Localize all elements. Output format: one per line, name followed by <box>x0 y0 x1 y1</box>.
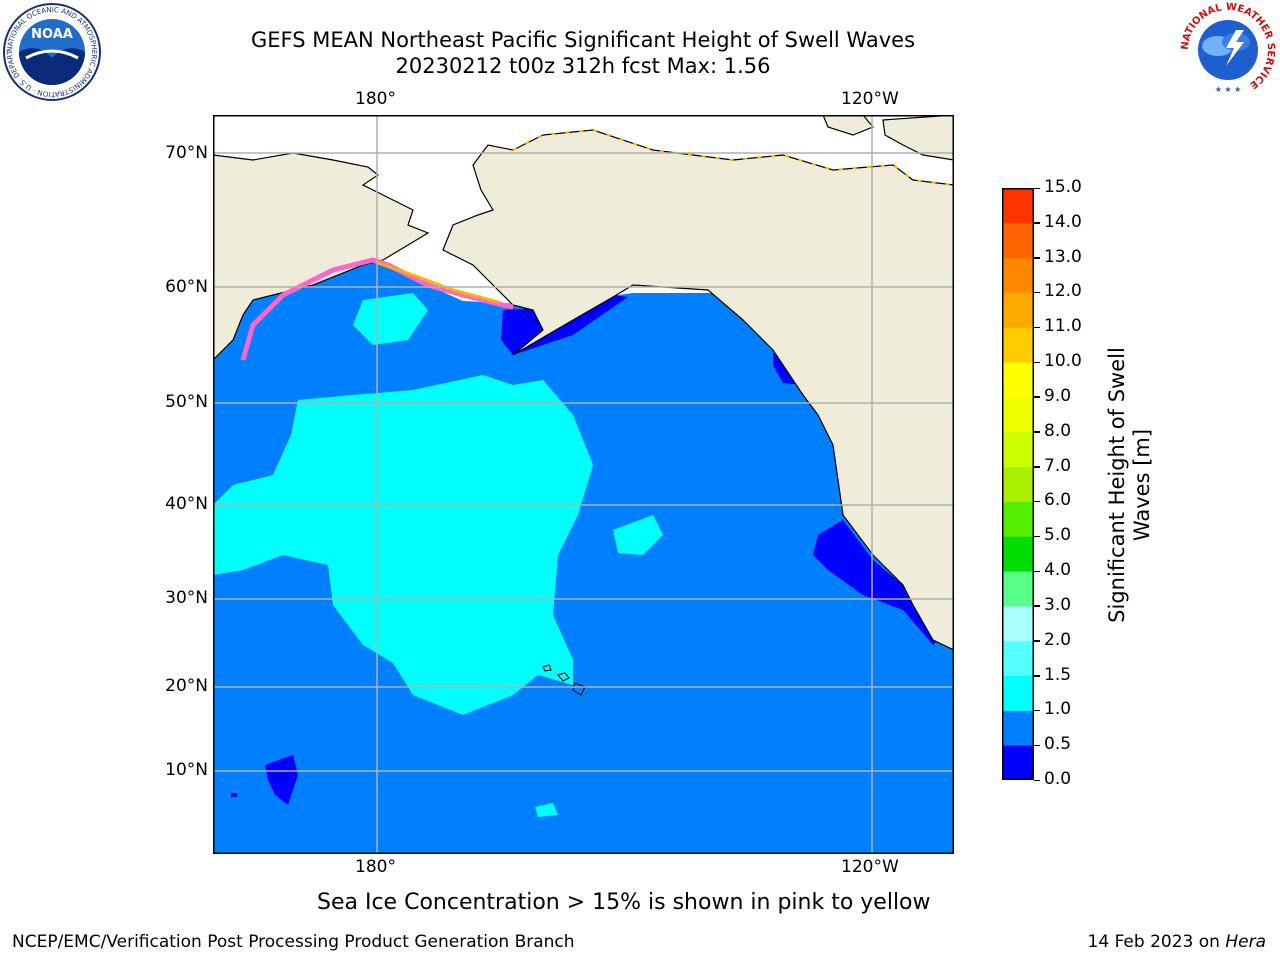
colorbar <box>1002 188 1034 781</box>
colorbar-tick-label: 2.0 <box>1044 629 1072 650</box>
colorbar-band <box>1002 362 1034 398</box>
lat-tick-60n: 60°N <box>165 277 208 297</box>
colorbar-tick-label: 12.0 <box>1044 281 1082 302</box>
colorbar-tick-label: 3.0 <box>1044 594 1072 615</box>
colorbar-frame <box>1002 188 1034 780</box>
colorbar-tick-label: 5.0 <box>1044 525 1072 546</box>
swell-1-1.5-patch <box>613 515 663 555</box>
colorbar-tick-mark <box>1034 257 1040 259</box>
low-swell-west-islands <box>265 755 298 805</box>
colorbar-band <box>1002 292 1034 328</box>
colorbar-tick-mark <box>1034 291 1040 294</box>
low-swell-california <box>813 520 943 645</box>
chart-subtitle: 20230212 t00z 312h fcst Max: 1.56 <box>395 54 771 78</box>
svg-text:NOAA: NOAA <box>31 27 73 42</box>
colorbar-tick-mark <box>1034 709 1040 712</box>
colorbar-tick-label: 0.5 <box>1044 734 1072 755</box>
colorbar-band <box>1002 466 1034 502</box>
colorbar-band <box>1002 501 1034 537</box>
colorbar-tick-label: 9.0 <box>1044 385 1072 406</box>
hawaii-island-2 <box>557 672 570 682</box>
nws-logo: NATIONAL WEATHER SERVICE ★ ★ ★ <box>1178 0 1278 100</box>
colorbar-tick-label: 14.0 <box>1044 211 1082 232</box>
colorbar-tick-label: 11.0 <box>1044 316 1082 337</box>
colorbar-tick-mark <box>1034 535 1040 538</box>
colorbar-band <box>1002 745 1034 781</box>
graticule <box>213 115 954 854</box>
colorbar-tick-label: 6.0 <box>1044 490 1072 511</box>
colorbar-tick-mark <box>1034 570 1040 573</box>
swell-1-1.5-aleutian <box>353 293 428 345</box>
swell-1-1.5-main <box>213 375 593 715</box>
colorbar-label-text: Significant Height of Swell Waves [m] <box>1105 347 1154 623</box>
colorbar-band <box>1002 605 1034 642</box>
colorbar-band <box>1002 188 1034 224</box>
swell-1-1.5-speck <box>535 803 558 817</box>
colorbar-band <box>1002 431 1034 468</box>
colorbar-tick-mark <box>1034 466 1040 468</box>
map-panel <box>212 114 955 854</box>
colorbar-tick-mark <box>1034 640 1040 642</box>
footer-left: NCEP/EMC/Verification Post Processing Pr… <box>12 932 575 952</box>
lon-tick-top-180: 180° <box>355 89 396 109</box>
low-swell-speck <box>231 793 237 797</box>
colorbar-tick-mark <box>1034 779 1040 781</box>
colorbar-tick-mark <box>1034 187 1040 189</box>
land-siberia <box>212 152 430 362</box>
colorbar-tick-label: 0.0 <box>1044 769 1072 789</box>
colorbar-tick-mark <box>1034 744 1040 747</box>
colorbar-tick-mark <box>1034 361 1040 364</box>
footer-host: Hera <box>1225 932 1266 952</box>
footer-right: 14 Feb 2023 on Hera <box>1088 932 1266 952</box>
colorbar-tick-label: 15.0 <box>1044 177 1082 197</box>
lat-tick-20n: 20°N <box>165 676 208 696</box>
colorbar-band <box>1002 710 1034 746</box>
colorbar-tick-label: 1.5 <box>1044 664 1072 685</box>
colorbar-band <box>1002 536 1034 572</box>
swell-map <box>212 114 955 854</box>
hawaii-island-1 <box>542 664 552 672</box>
footer-date: 14 Feb 2023 on <box>1087 932 1226 952</box>
sea-ice-edge-orange <box>377 261 499 304</box>
svg-text:★ ★ ★: ★ ★ ★ <box>1215 85 1242 94</box>
colorbar-tick-mark <box>1034 326 1040 329</box>
lat-tick-70n: 70°N <box>165 143 208 163</box>
colorbar-ticks: 15.0 14.0 13.0 12.0 11.0 10.0 9.0 8.0 7.0 6.0 5.0 4… <box>1034 177 1104 790</box>
colorbar-band <box>1002 571 1034 607</box>
colorbar-tick-mark <box>1034 675 1040 677</box>
colorbar-tick-mark <box>1034 605 1040 607</box>
colorbar-band <box>1002 257 1034 293</box>
colorbar-tick-mark <box>1034 500 1040 503</box>
sea-ice-note: Sea Ice Concentration > 15% is shown in … <box>317 890 931 915</box>
colorbar-tick-label: 13.0 <box>1044 246 1082 267</box>
colorbar-tick-mark <box>1034 431 1040 433</box>
noaa-logo: NATIONAL OCEANIC AND ATMOSPHERIC ADMINIS… <box>0 0 102 102</box>
lat-tick-30n: 30°N <box>165 588 208 608</box>
colorbar-bands <box>1002 188 1034 781</box>
colorbar-band <box>1002 640 1034 677</box>
colorbar-tick-label: 10.0 <box>1044 351 1082 372</box>
chart-title: GEFS MEAN Northeast Pacific Significant … <box>250 28 916 52</box>
colorbar-band <box>1002 327 1034 363</box>
lon-tick-bottom-180: 180° <box>355 857 396 877</box>
colorbar-tick-label: 7.0 <box>1044 455 1072 476</box>
colorbar-tick-label: 4.0 <box>1044 560 1072 581</box>
colorbar-tick-label: 8.0 <box>1044 420 1072 441</box>
lon-tick-bottom-120w: 120°W <box>841 857 899 877</box>
map-frame <box>213 115 954 854</box>
colorbar-tick-mark <box>1034 222 1040 224</box>
colorbar-tick-mark <box>1034 396 1040 398</box>
lat-tick-50n: 50°N <box>165 392 208 412</box>
colorbar-tick-label: 1.0 <box>1044 699 1072 720</box>
colorbar-band <box>1002 222 1034 259</box>
sea-ice-arctic-coast <box>512 128 955 186</box>
colorbar-band <box>1002 675 1034 711</box>
lon-tick-top-120w: 120°W <box>841 89 899 109</box>
colorbar-band <box>1002 396 1034 433</box>
lat-tick-40n: 40°N <box>165 494 208 514</box>
lat-tick-10n: 10°N <box>165 760 208 780</box>
